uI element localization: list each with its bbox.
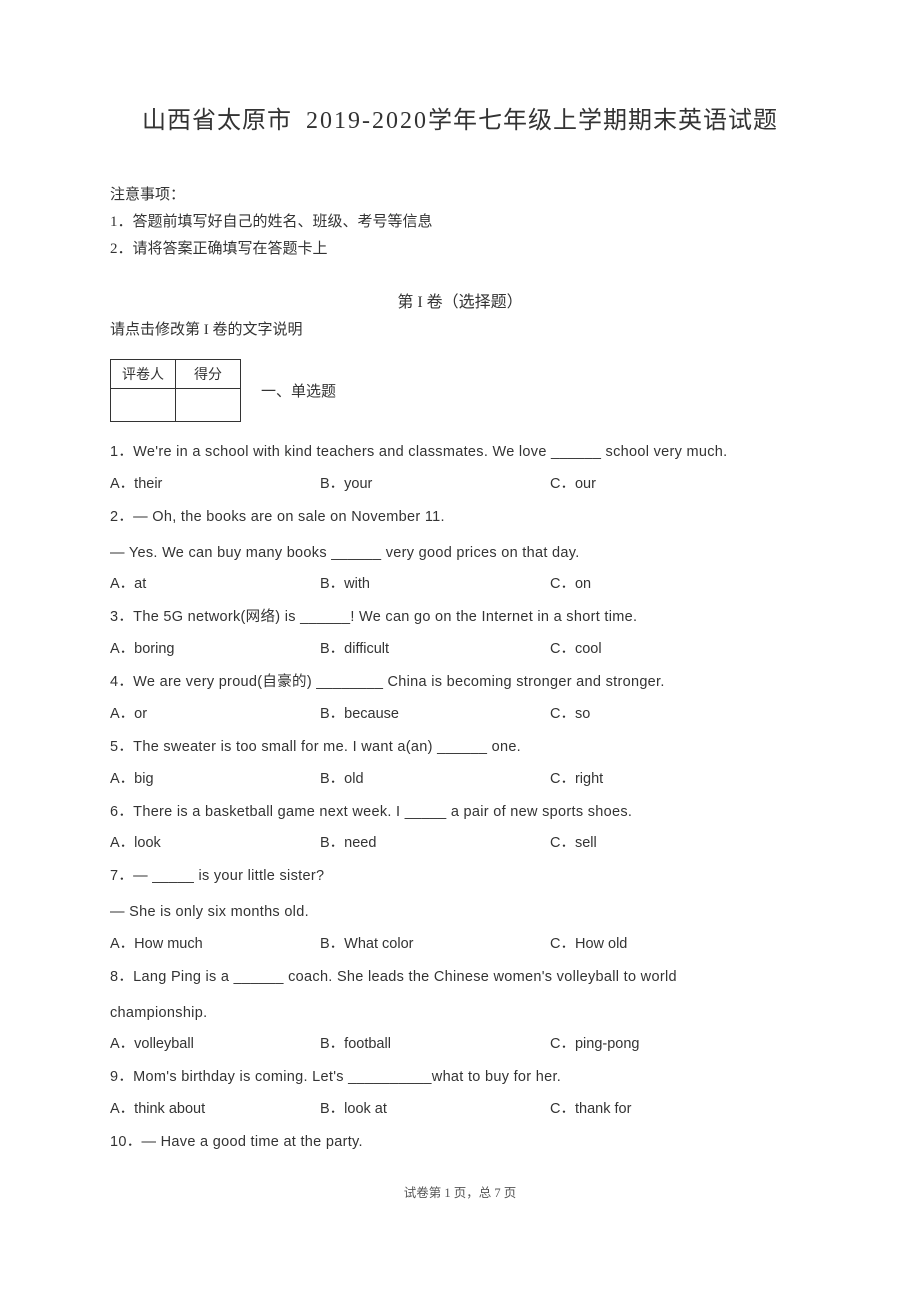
section-1-subnote: 请点击修改第 I 卷的文字说明 — [110, 318, 810, 339]
question-text-post: ) is ______! We can go on the Internet i… — [275, 609, 637, 625]
option-a: A．big — [110, 767, 320, 788]
question-stem: 9．Mom's birthday is coming. Let's ______… — [110, 1067, 810, 1089]
question-number: 3． — [110, 609, 133, 625]
option-b: B．with — [320, 572, 550, 593]
question-text: There is a basketball game next week. I … — [133, 804, 632, 820]
question-stem: 5．The sweater is too small for me. I wan… — [110, 737, 810, 759]
title-year: 2019-2020 — [306, 108, 428, 134]
question-number: 6． — [110, 804, 133, 820]
page-footer: 试卷第 1 页，总 7 页 — [110, 1182, 810, 1201]
question-text: — Have a good time at the party. — [142, 1134, 363, 1150]
score-table: 评卷人 得分 — [110, 359, 241, 422]
question-options: A．think about B．look at C．thank for — [110, 1097, 810, 1118]
question-stem: 4．We are very proud(自豪的) ________ China … — [110, 672, 810, 694]
option-c: C．cool — [550, 637, 810, 658]
option-c: C．our — [550, 472, 810, 493]
question-number: 1． — [110, 444, 133, 460]
option-b: B．football — [320, 1032, 550, 1053]
notice-item-2: 2．请将答案正确填写在答题卡上 — [110, 237, 810, 258]
score-cell-score — [176, 389, 241, 422]
section-1-title: 第 I 卷（选择题） — [110, 288, 810, 312]
question-options: A．boring B．difficult C．cool — [110, 637, 810, 658]
question-text: We're in a school with kind teachers and… — [133, 444, 727, 460]
question-options: A．their B．your C．our — [110, 472, 810, 493]
question-stem: 8．Lang Ping is a ______ coach. She leads… — [110, 967, 810, 989]
question-stem: 7．— _____ is your little sister? — [110, 866, 810, 888]
question-line: — She is only six months old. — [110, 902, 810, 924]
title-suffix: 学年七年级上学期期末英语试题 — [428, 108, 778, 134]
option-a: A．their — [110, 472, 320, 493]
score-header-score: 得分 — [176, 360, 241, 389]
question-line: Lang Ping is a ______ coach. She leads t… — [133, 969, 677, 985]
question-text: The sweater is too small for me. I want … — [133, 739, 521, 755]
notice-item-1: 1．答题前填写好自己的姓名、班级、考号等信息 — [110, 210, 810, 231]
option-a: A．volleyball — [110, 1032, 320, 1053]
option-a: A．boring — [110, 637, 320, 658]
question-stem: 10．— Have a good time at the party. — [110, 1132, 810, 1154]
question-number: 4． — [110, 674, 133, 690]
option-b: B．What color — [320, 932, 550, 953]
option-c: C．ping-pong — [550, 1032, 810, 1053]
question-line: — Oh, the books are on sale on November … — [133, 509, 445, 525]
notice-heading: 注意事项： — [110, 183, 810, 204]
option-b: B．difficult — [320, 637, 550, 658]
option-c: C．How old — [550, 932, 810, 953]
option-a: A．at — [110, 572, 320, 593]
question-cn: 自豪的 — [262, 674, 306, 690]
question-options: A．big B．old C．right — [110, 767, 810, 788]
question-options: A．volleyball B．football C．ping-pong — [110, 1032, 810, 1053]
question-line: — _____ is your little sister? — [133, 868, 324, 884]
question-line: — Yes. We can buy many books ______ very… — [110, 543, 810, 565]
option-c: C．so — [550, 702, 810, 723]
option-a: A．How much — [110, 932, 320, 953]
title-prefix: 山西省太原市 — [142, 108, 292, 134]
question-options: A．How much B．What color C．How old — [110, 932, 810, 953]
question-cn: 网络 — [246, 609, 276, 625]
option-c: C．right — [550, 767, 810, 788]
question-stem: 2．— Oh, the books are on sale on Novembe… — [110, 507, 810, 529]
scorebox-row: 评卷人 得分 一、单选题 — [110, 359, 810, 422]
option-b: B．look at — [320, 1097, 550, 1118]
question-line: championship. — [110, 1003, 810, 1025]
question-number: 5． — [110, 739, 133, 755]
question-options: A．or B．because C．so — [110, 702, 810, 723]
question-text-post: ) ________ China is becoming stronger an… — [307, 674, 665, 690]
option-a: A．think about — [110, 1097, 320, 1118]
option-c: C．thank for — [550, 1097, 810, 1118]
question-stem: 1．We're in a school with kind teachers a… — [110, 442, 810, 464]
question-text-pre: The 5G network( — [133, 609, 246, 625]
question-number: 8． — [110, 969, 133, 985]
option-b: B．because — [320, 702, 550, 723]
option-b: B．old — [320, 767, 550, 788]
option-b: B．need — [320, 831, 550, 852]
question-text-pre: We are very proud( — [133, 674, 262, 690]
question-number: 10． — [110, 1134, 142, 1150]
section-label: 一、单选题 — [261, 380, 336, 401]
option-a: A．or — [110, 702, 320, 723]
question-stem: 6．There is a basketball game next week. … — [110, 802, 810, 824]
question-options: A．at B．with C．on — [110, 572, 810, 593]
question-number: 2． — [110, 509, 133, 525]
question-options: A．look B．need C．sell — [110, 831, 810, 852]
option-c: C．on — [550, 572, 810, 593]
question-text: Mom's birthday is coming. Let's ________… — [133, 1069, 561, 1085]
option-c: C．sell — [550, 831, 810, 852]
score-cell-grader — [111, 389, 176, 422]
question-number: 9． — [110, 1069, 133, 1085]
question-number: 7． — [110, 868, 133, 884]
exam-page: 山西省太原市 2019-2020学年七年级上学期期末英语试题 注意事项： 1．答… — [0, 0, 920, 1241]
page-title: 山西省太原市 2019-2020学年七年级上学期期末英语试题 — [110, 100, 810, 135]
question-stem: 3．The 5G network(网络) is ______! We can g… — [110, 607, 810, 629]
score-header-grader: 评卷人 — [111, 360, 176, 389]
option-a: A．look — [110, 831, 320, 852]
option-b: B．your — [320, 472, 550, 493]
